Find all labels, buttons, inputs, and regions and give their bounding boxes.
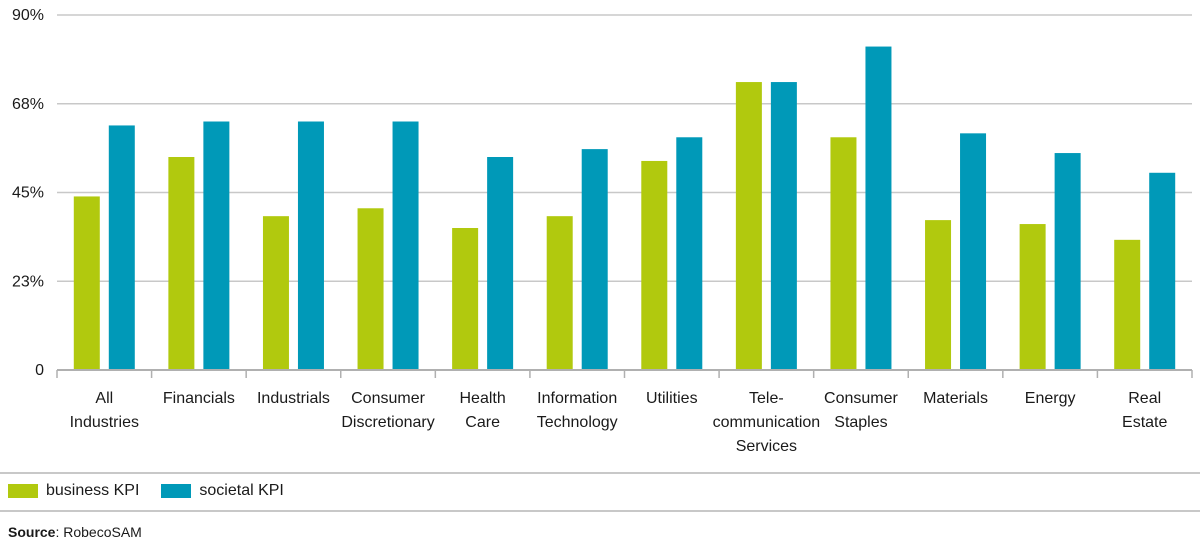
- source-label: Source: [8, 524, 56, 540]
- x-category-label: All Industries: [70, 390, 139, 431]
- bar-societal-kpi: [487, 157, 514, 370]
- bar-societal-kpi: [392, 121, 419, 370]
- bar-business-kpi: [925, 220, 952, 370]
- bar-societal-kpi: [770, 82, 797, 371]
- source-text: : RobecoSAM: [55, 524, 142, 540]
- bar-business-kpi: [1114, 239, 1141, 370]
- y-tick-label: 23%: [12, 273, 44, 290]
- x-category-label: Industrials: [257, 390, 330, 407]
- bar-business-kpi: [357, 208, 384, 370]
- x-category-label: Utilities: [646, 390, 698, 407]
- source-note: Source: RobecoSAM: [8, 524, 142, 540]
- legend-swatch-business-kpi: [8, 484, 38, 498]
- bar-business-kpi: [168, 157, 195, 370]
- bar-societal-kpi: [865, 46, 892, 371]
- x-axis: [56, 369, 1193, 378]
- bar-business-kpi: [1019, 224, 1046, 370]
- x-category-label: Financials: [163, 390, 235, 407]
- bars: [73, 46, 1176, 371]
- y-tick-label: 0: [35, 362, 44, 379]
- x-category-label: Tele-communication Services: [713, 390, 821, 455]
- legend: business KPI societal KPI: [8, 482, 306, 500]
- y-tick-label: 45%: [12, 185, 44, 202]
- bar-societal-kpi: [203, 121, 230, 370]
- gridlines: [57, 14, 1192, 282]
- bar-business-kpi: [73, 196, 100, 370]
- bar-societal-kpi: [297, 121, 324, 370]
- bar-societal-kpi: [108, 125, 135, 370]
- bar-business-kpi: [546, 216, 573, 370]
- legend-label-societal-kpi: societal KPI: [199, 482, 284, 499]
- bar-business-kpi: [830, 137, 857, 370]
- y-tick-label: 90%: [12, 7, 44, 24]
- bar-business-kpi: [262, 216, 289, 370]
- bar-business-kpi: [641, 160, 668, 370]
- x-category-label: Real Estate: [1122, 390, 1167, 431]
- x-category-label: Health Care: [460, 390, 506, 431]
- bar-societal-kpi: [1149, 172, 1176, 370]
- x-axis-labels: All Industries Financials Industrials Consum…: [70, 390, 1168, 455]
- bar-business-kpi: [735, 82, 762, 371]
- bar-business-kpi: [452, 228, 479, 370]
- x-category-label: Consumer Staples: [824, 390, 898, 431]
- legend-item-societal-kpi: societal KPI: [161, 482, 284, 500]
- bar-societal-kpi: [1054, 153, 1081, 370]
- x-category-label: Information Technology: [537, 390, 618, 431]
- y-axis-ticks: 0 23% 45% 68% 90%: [12, 7, 44, 379]
- legend-item-business-kpi: business KPI: [8, 482, 139, 500]
- y-tick-label: 68%: [12, 96, 44, 113]
- legend-label-business-kpi: business KPI: [46, 482, 140, 499]
- legend-top-rule: [0, 472, 1200, 474]
- x-category-label: Energy: [1025, 390, 1076, 407]
- legend-swatch-societal-kpi: [161, 484, 192, 498]
- x-category-label: Materials: [923, 390, 988, 407]
- bar-societal-kpi: [960, 133, 987, 370]
- x-category-label: Consumer Discretionary: [341, 390, 434, 431]
- bar-chart: 0 23% 45% 68% 90% All Industries Financials Ind…: [12, 7, 1193, 455]
- legend-bottom-rule: [0, 510, 1200, 512]
- bar-societal-kpi: [581, 149, 608, 370]
- bar-societal-kpi: [676, 137, 703, 370]
